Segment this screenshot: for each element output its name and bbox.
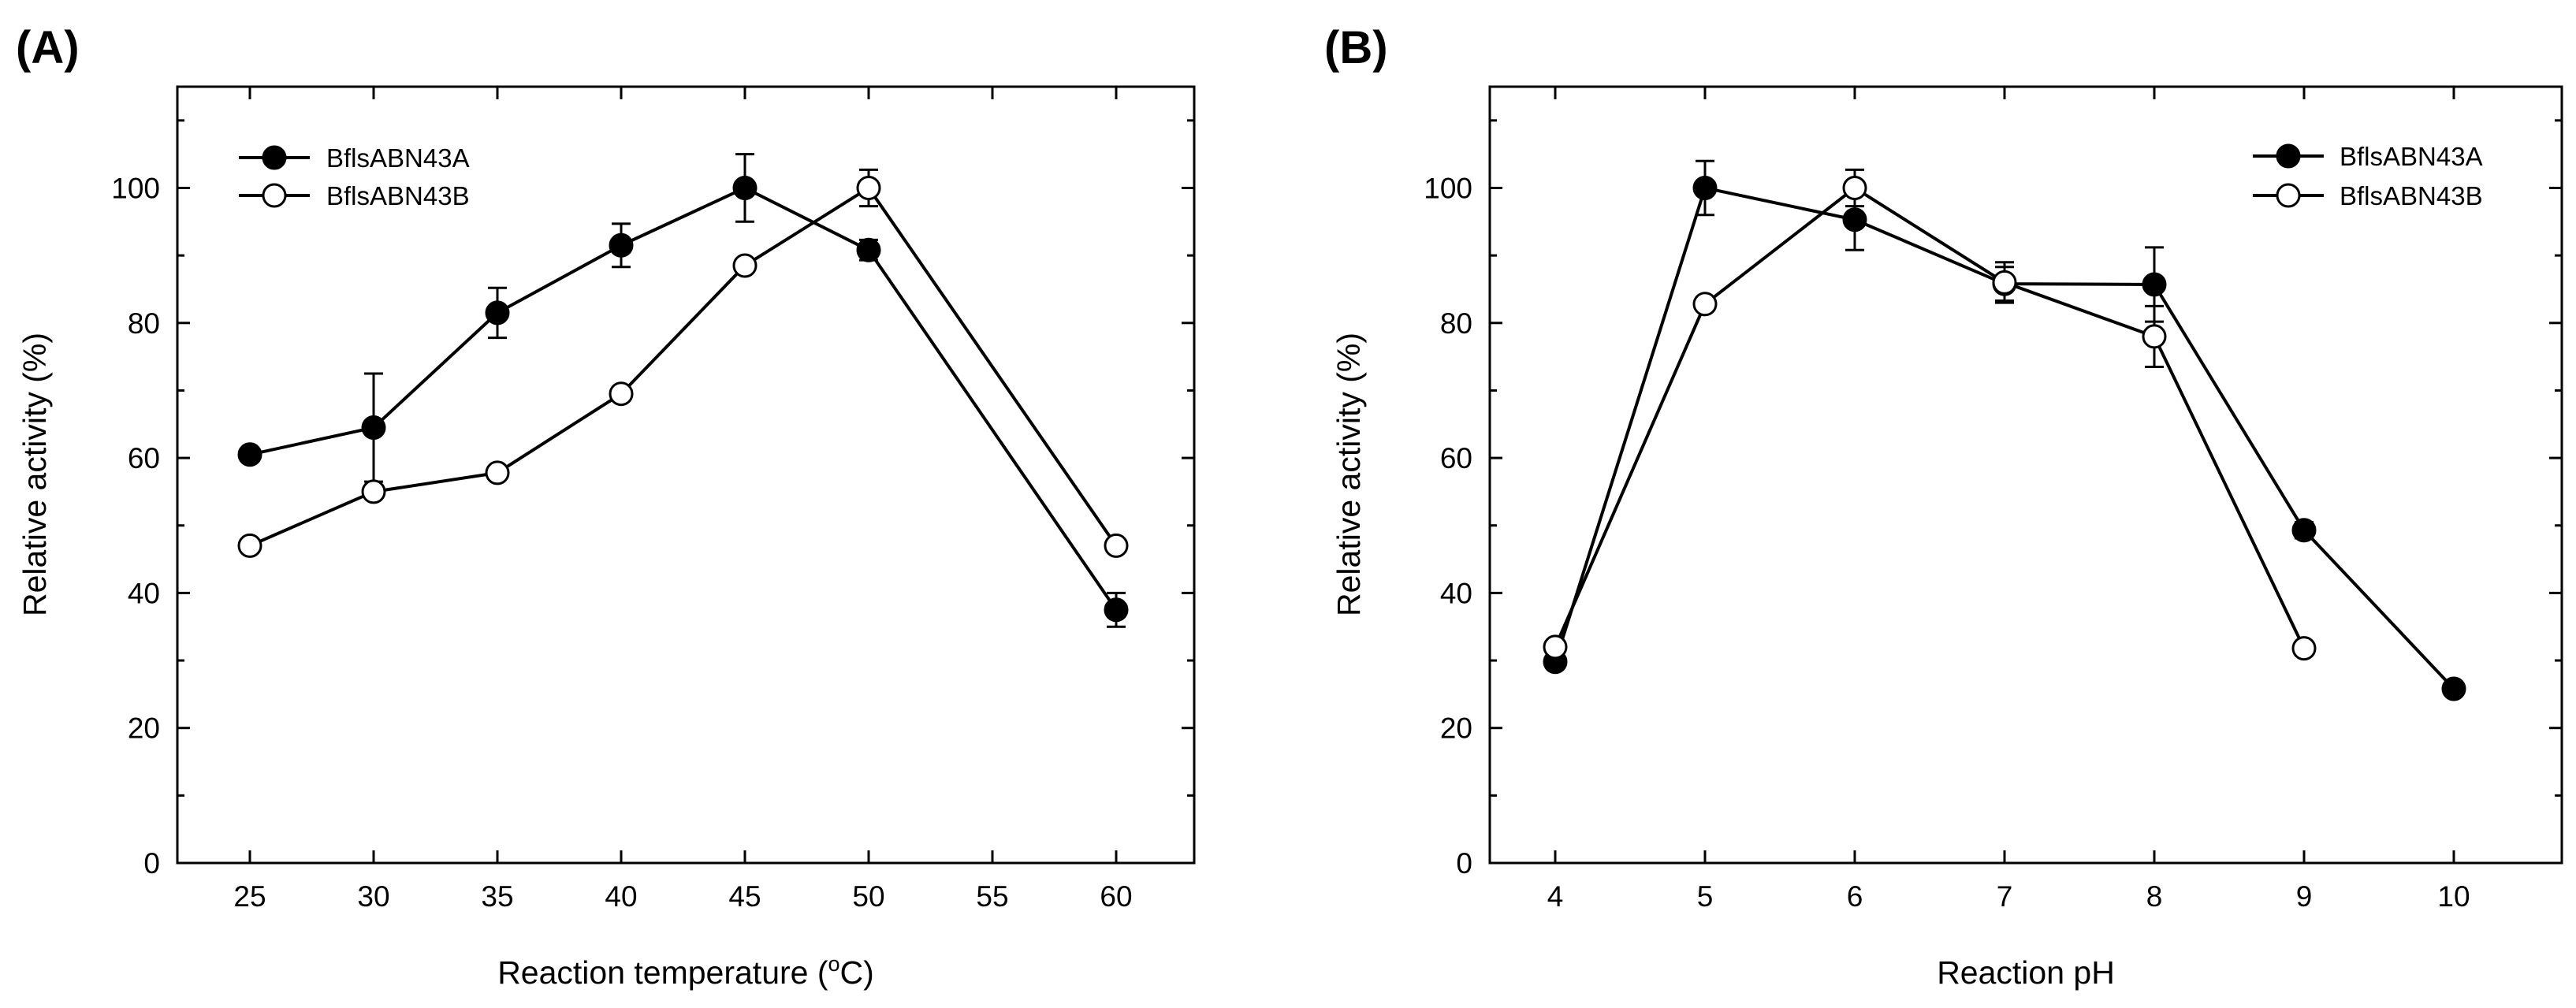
- panel-b-y-axis-title: Relative activity (%): [1331, 333, 1367, 616]
- panel-a-legend-label-bflsabn43a: BflsABN43A: [326, 143, 470, 173]
- panel-a-series: [237, 153, 1129, 628]
- panel-a-legend: BflsABN43A BflsABN43B: [239, 143, 470, 210]
- data-point-bflsabn43a: [1104, 597, 1129, 623]
- panel-b-legend-marker-bflsabn43a: [2276, 143, 2301, 169]
- data-point-bflsabn43b: [1104, 533, 1129, 558]
- x-tick-label: 10: [2437, 880, 2470, 913]
- panel-b-series: [1543, 159, 2466, 701]
- data-point-bflsabn43b: [1543, 634, 1568, 660]
- panel-b-legend-label-bflsabn43a: BflsABN43A: [2340, 142, 2483, 171]
- series-line-bflsabn43b: [1554, 186, 2306, 649]
- data-point-bflsabn43a: [361, 415, 386, 441]
- panel-a-label: (A): [16, 22, 80, 73]
- data-point-bflsabn43b: [732, 253, 758, 278]
- panel-a-plot-frame: [176, 85, 1196, 865]
- x-tick-label: 50: [852, 880, 884, 913]
- data-point-bflsabn43b: [856, 175, 881, 200]
- y-tick-label: 20: [1440, 712, 1472, 745]
- panel-a-x-ticks: 25 30 35 40 45 50 55 60: [233, 87, 1133, 913]
- data-point-bflsabn43b: [2142, 324, 2167, 349]
- y-tick-label: 100: [111, 172, 160, 204]
- data-point-bflsabn43b: [1842, 175, 1867, 200]
- panel-a-y-ticks: 0 20 40 60 80 100: [111, 119, 1194, 880]
- y-tick-label: 80: [128, 307, 160, 340]
- panel-b-legend: BflsABN43A BflsABN43B: [2253, 142, 2483, 210]
- data-point-bflsabn43b: [237, 533, 262, 558]
- x-tick-label: 35: [481, 880, 513, 913]
- panel-b-x-ticks: 4 5 6 7 8 9 10: [1547, 87, 2470, 913]
- panel-a-x-axis-title-prefix: Reaction temperature (: [497, 954, 828, 991]
- y-tick-label: 40: [1440, 577, 1472, 609]
- panel-b-plot-frame: [1488, 85, 2563, 865]
- y-tick-label: 100: [1424, 172, 1472, 204]
- data-point-bflsabn43b: [2291, 636, 2317, 661]
- data-point-bflsabn43b: [361, 479, 386, 504]
- data-point-bflsabn43b: [485, 460, 510, 485]
- x-tick-label: 30: [357, 880, 389, 913]
- data-point-bflsabn43a: [1692, 175, 1718, 200]
- panel-b-label: (B): [1324, 22, 1388, 73]
- panel-b: (B) Relative activity (%) Reaction pH 0 2…: [1324, 22, 2563, 991]
- data-point-bflsabn43b: [1692, 292, 1718, 317]
- data-point-bflsabn43a: [237, 442, 262, 467]
- panel-b-x-axis-title: Reaction pH: [1937, 954, 2115, 991]
- data-point-bflsabn43b: [1992, 270, 2017, 295]
- x-tick-label: 8: [2146, 880, 2163, 913]
- panel-b-y-ticks: 0 20 40 60 80 100: [1424, 119, 2562, 880]
- data-point-bflsabn43a: [1842, 207, 1867, 232]
- data-point-bflsabn43a: [609, 232, 634, 258]
- panel-a-x-axis-title-suffix: C): [840, 954, 874, 991]
- data-point-bflsabn43b: [609, 381, 634, 407]
- x-tick-label: 45: [728, 880, 761, 913]
- panel-b-legend-marker-bflsabn43b: [2276, 183, 2301, 208]
- x-tick-label: 5: [1697, 880, 1714, 913]
- y-tick-label: 40: [128, 577, 160, 609]
- panel-a-y-axis-title: Relative activity (%): [17, 333, 53, 616]
- x-tick-label: 6: [1847, 880, 1863, 913]
- panel-a-legend-marker-bflsabn43b: [262, 183, 287, 208]
- data-point-bflsabn43a: [732, 175, 758, 200]
- x-tick-label: 4: [1547, 880, 1564, 913]
- x-tick-label: 60: [1100, 880, 1132, 913]
- panel-a-legend-label-bflsabn43b: BflsABN43B: [326, 181, 470, 210]
- data-point-bflsabn43a: [485, 300, 510, 325]
- data-point-bflsabn43a: [2142, 272, 2167, 297]
- data-point-bflsabn43a: [2441, 676, 2466, 701]
- x-tick-label: 55: [976, 880, 1008, 913]
- x-tick-label: 7: [1997, 880, 2013, 913]
- x-tick-label: 40: [605, 880, 637, 913]
- y-tick-label: 0: [1456, 847, 1472, 880]
- x-tick-label: 25: [233, 880, 266, 913]
- y-tick-label: 60: [1440, 442, 1472, 474]
- panel-a: (A) Relative activity (%) Reaction tempe…: [16, 22, 1196, 991]
- panel-b-legend-label-bflsabn43b: BflsABN43B: [2340, 181, 2483, 210]
- panel-a-x-axis-title-superscript: o: [828, 952, 840, 976]
- y-tick-label: 60: [128, 442, 160, 474]
- panel-a-legend-marker-bflsabn43a: [262, 145, 287, 170]
- x-tick-label: 9: [2296, 880, 2313, 913]
- y-tick-label: 0: [143, 847, 160, 880]
- y-tick-label: 20: [128, 712, 160, 745]
- panel-a-x-axis-title: Reaction temperature (oC): [497, 952, 874, 991]
- data-point-bflsabn43a: [856, 237, 881, 262]
- data-point-bflsabn43a: [2291, 518, 2317, 543]
- y-tick-label: 80: [1440, 307, 1472, 340]
